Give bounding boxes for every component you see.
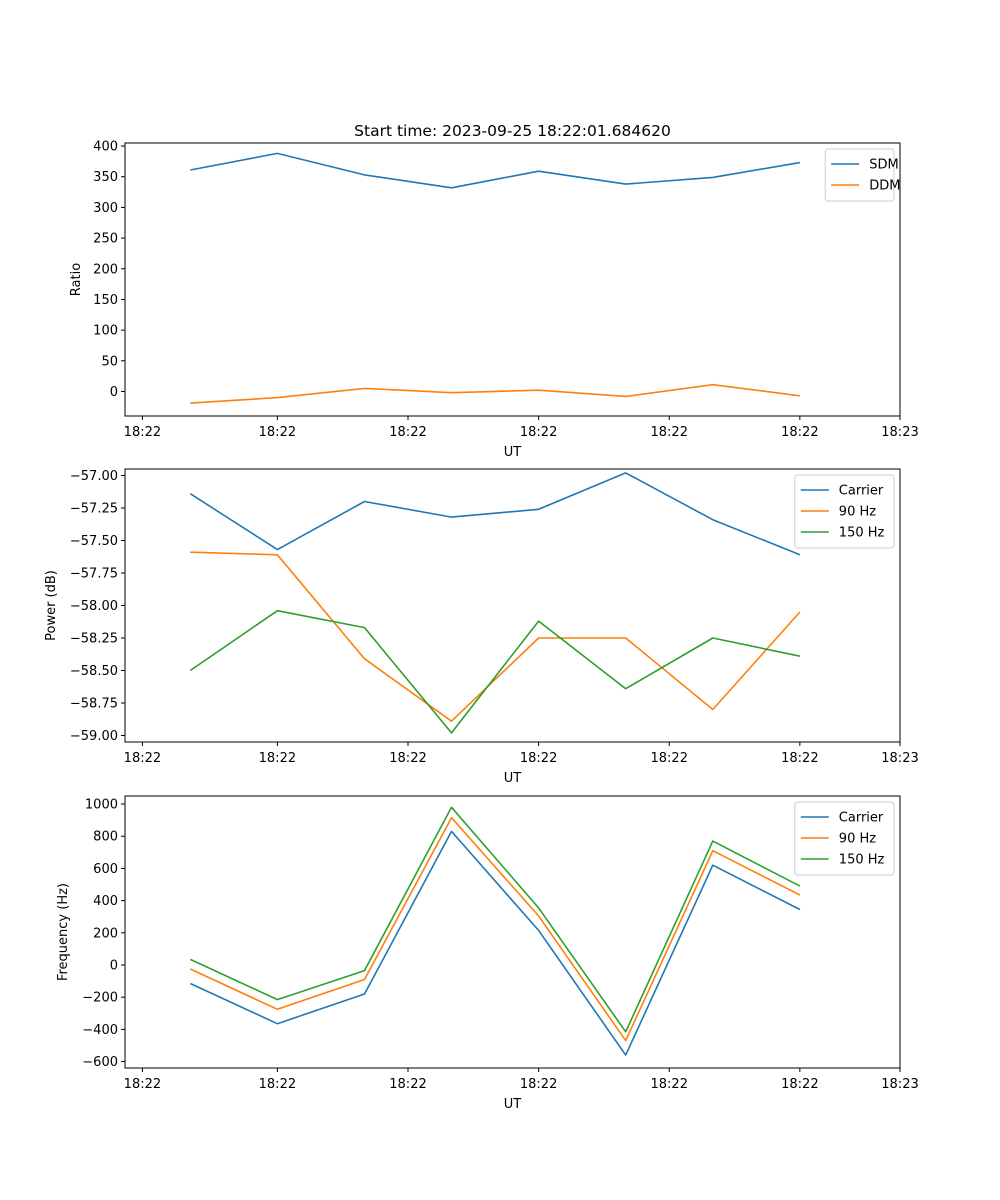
power-legend-entry: 150 Hz [839,526,885,541]
frequency-xtick-label: 18:22 [389,1077,426,1092]
ratio-ytick-label: 250 [93,232,118,247]
power-legend-entry: 90 Hz [839,505,876,520]
frequency-series-90-hz-line [189,816,801,1042]
ratio-ytick-label: 200 [93,262,118,277]
power-ytick-label: −57.50 [70,534,118,549]
power-legend: Carrier 90 Hz 150 Hz [794,474,895,549]
frequency-xlabel: UT [504,1097,522,1112]
ratio-xtick-label: 18:22 [781,425,818,440]
power-ytick-label: −59.00 [70,729,118,744]
frequency-ytick-label: 400 [93,894,118,909]
ratio-legend-entry: DDM [869,179,900,194]
ratio-legend-box [824,148,895,202]
ratio-series-sdm-line [190,152,801,189]
frequency-xtick-label: 18:22 [781,1077,818,1092]
ratio-xlabel: UT [504,445,522,460]
frequency-xtick-label: 18:22 [259,1077,296,1092]
frequency-ytick-label: 0 [110,958,118,973]
power-ytick-label: −57.00 [70,469,118,484]
ratio-xtick-label: 18:23 [881,425,918,440]
ratio-ylabel: Ratio [69,263,84,296]
power-xtick-label: 18:22 [389,751,426,766]
power-ytick-label: −57.25 [70,502,118,517]
frequency-xtick-label: 18:22 [520,1077,557,1092]
frequency-ytick-label: 800 [93,830,118,845]
frequency-series-150-hz-line [189,806,801,1033]
ratio-series-ddm-line [190,383,801,404]
frequency-legend-entry: 150 Hz [839,853,885,868]
frequency-ytick-label: −200 [82,991,118,1006]
power-panel: −59.00 −58.75 −58.50 −58.25 −58.00 −57.75 −57.… [44,468,919,786]
power-ytick-label: −58.75 [70,697,118,712]
ratio-ytick-label: 350 [93,170,118,185]
frequency-xtick-label: 18:23 [881,1077,918,1092]
ratio-xtick-label: 18:22 [259,425,296,440]
frequency-legend: Carrier 90 Hz 150 Hz [794,801,895,876]
power-xtick-label: 18:22 [781,751,818,766]
ratio-ytick-label: 100 [93,324,118,339]
ratio-panel: 0 50 100 150 200 250 300 350 400 18:22 18:22 18:22 1… [69,140,919,460]
figure-title: Start time: 2023-09-25 18:22:01.684620 [354,122,671,140]
ratio-ytick-label: 150 [93,293,118,308]
power-xtick-label: 18:22 [651,751,688,766]
frequency-legend-entry: Carrier [839,811,884,826]
frequency-panel: −600 −400 −200 0 200 400 600 800 1000 18:22 18:22 1… [56,795,919,1112]
frequency-legend-box [794,801,895,876]
power-axes-frame [124,468,901,743]
frequency-axes-frame [124,795,901,1069]
power-ylabel: Power (dB) [44,570,59,641]
power-legend-entry: Carrier [839,484,884,499]
ratio-xtick-label: 18:22 [520,425,557,440]
frequency-series-carrier-line [189,830,801,1056]
ratio-legend: SDM DDM [824,148,900,202]
frequency-ytick-label: −400 [82,1023,118,1038]
ratio-legend-entry: SDM [869,158,898,173]
power-ytick-label: −58.00 [70,599,118,614]
frequency-ytick-label: 200 [93,926,118,941]
frequency-xtick-label: 18:22 [124,1077,161,1092]
ratio-ytick-label: 400 [93,140,118,155]
ratio-axes-frame [124,142,901,417]
ratio-ytick-label: 50 [101,354,118,369]
power-xtick-label: 18:22 [259,751,296,766]
power-xtick-label: 18:23 [881,751,918,766]
ratio-xtick-label: 18:22 [124,425,161,440]
ratio-ytick-label: 300 [93,201,118,216]
frequency-xtick-label: 18:22 [651,1077,688,1092]
frequency-ytick-label: 600 [93,862,118,877]
power-series-90-hz-line [190,551,801,723]
frequency-ytick-label: −600 [82,1055,118,1070]
frequency-ylabel: Frequency (Hz) [56,883,71,981]
frequency-ytick-label: 1000 [85,798,118,813]
power-series-carrier-line [189,472,801,556]
ratio-xtick-label: 18:22 [651,425,688,440]
power-xtick-label: 18:22 [124,751,161,766]
ratio-ytick-label: 0 [110,385,118,400]
power-xlabel: UT [504,771,522,786]
frequency-legend-entry: 90 Hz [839,832,876,847]
power-ytick-label: −57.75 [70,567,118,582]
power-xtick-label: 18:22 [520,751,557,766]
power-series-150-hz-line [189,609,801,734]
ratio-xtick-label: 18:22 [389,425,426,440]
power-ytick-label: −58.25 [70,632,118,647]
power-legend-box [794,474,895,549]
power-ytick-label: −58.50 [70,664,118,679]
